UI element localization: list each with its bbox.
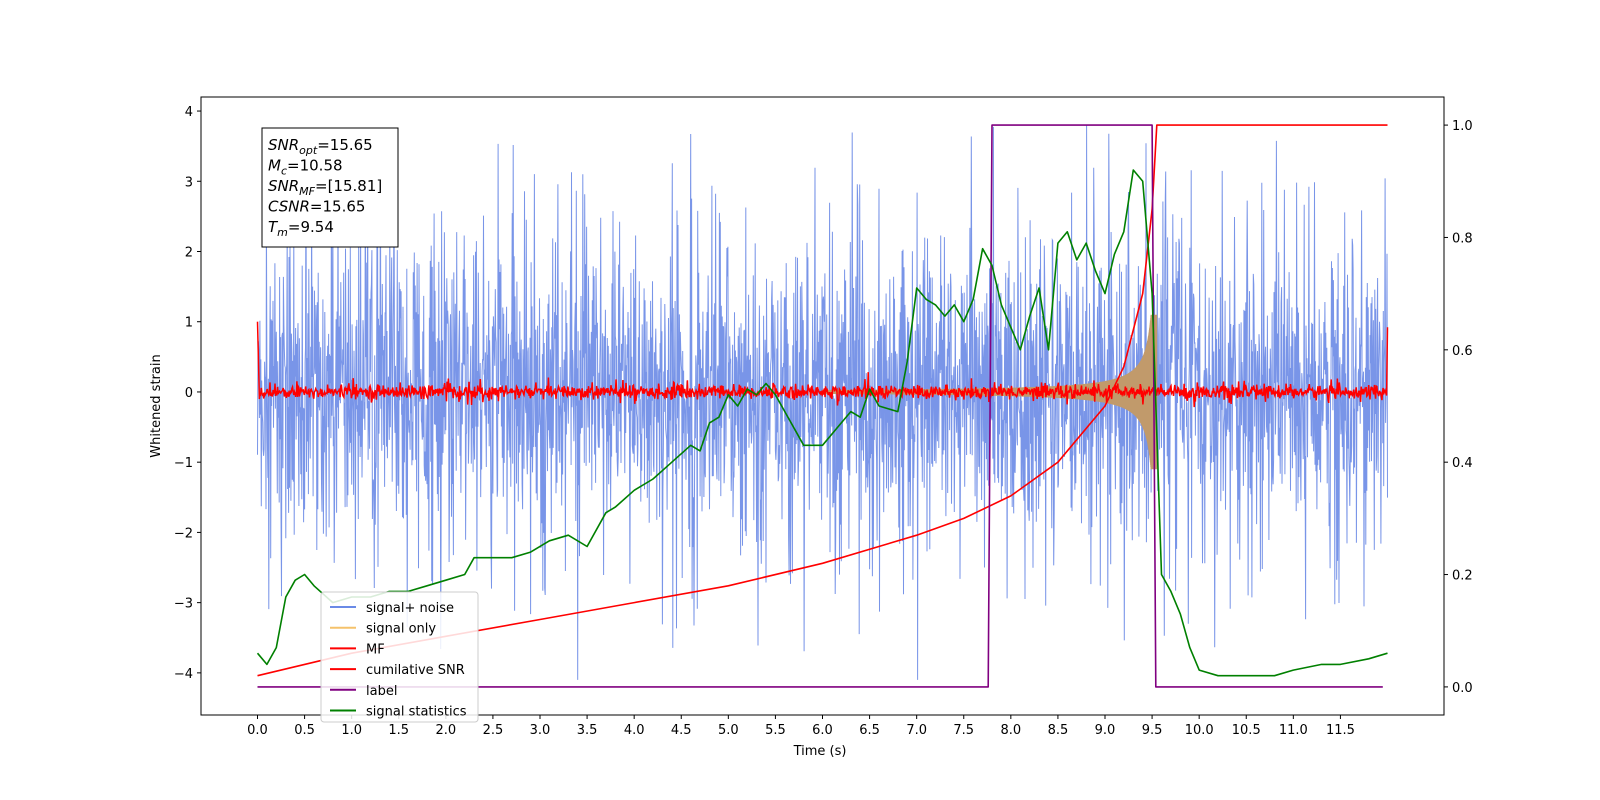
- y-tick-label: 4: [185, 105, 193, 120]
- series-line: [257, 124, 1388, 677]
- x-tick-label: 8.5: [1048, 723, 1069, 738]
- y2-tick-label: 1.0: [1452, 119, 1473, 134]
- y-tick-label: 1: [185, 316, 193, 331]
- y2-tick-label: 0.0: [1452, 681, 1473, 696]
- info-line: SNRMF=[15.81]: [268, 177, 382, 198]
- x-tick-label: 10.0: [1185, 723, 1214, 738]
- y-tick-label: 3: [185, 175, 193, 190]
- x-tick-label: 9.0: [1095, 723, 1116, 738]
- legend-label: signal only: [366, 622, 436, 637]
- y2-tick-label: 0.2: [1452, 569, 1473, 584]
- x-tick-label: 2.5: [483, 723, 504, 738]
- legend-entry: signal only: [330, 622, 436, 637]
- x-tick-label: 4.0: [624, 723, 645, 738]
- x-tick-label: 4.5: [671, 723, 692, 738]
- series-signal-noise: [257, 125, 1388, 680]
- x-tick-label: 5.0: [718, 723, 739, 738]
- info-box-frame: [261, 127, 399, 248]
- series-label: [257, 124, 1383, 688]
- info-line: CSNR=15.65: [268, 198, 365, 216]
- y2-tick-label: 0.6: [1452, 344, 1473, 359]
- x-tick-label: 2.0: [435, 723, 456, 738]
- info-line: SNRopt=15.65: [268, 136, 373, 157]
- info-box: SNRopt=15.65Mc=10.58SNRMF=[15.81]CSNR=15…: [261, 127, 399, 248]
- legend-label: MF: [366, 642, 385, 657]
- y-tick-label: −4: [174, 667, 193, 682]
- series-line: [256, 321, 1389, 408]
- y-axis-label: Whitened strain: [149, 354, 164, 457]
- y-axis-left: 4 3 2 1 0 −1 −2 −3 −4: [174, 105, 201, 682]
- info-line: Tm=9.54: [268, 218, 334, 239]
- x-axis-label: Time (s): [793, 744, 847, 759]
- y-tick-label: 0: [185, 386, 193, 401]
- x-tick-label: 5.5: [765, 723, 786, 738]
- y2-tick-label: 0.4: [1452, 456, 1473, 471]
- x-tick-label: 7.5: [953, 723, 974, 738]
- legend-entry: MF: [330, 642, 385, 657]
- y2-tick-label: 0.8: [1452, 231, 1473, 246]
- series-mf: [256, 321, 1389, 408]
- legend-entry: cumilative SNR: [330, 663, 465, 678]
- y-tick-label: −3: [174, 597, 193, 612]
- series-line: [256, 169, 1388, 677]
- x-tick-label: 0.5: [294, 723, 315, 738]
- legend-entry: signal statistics: [330, 705, 467, 720]
- series-cumilative-snr: [257, 124, 1388, 677]
- series-signal-statistics: [256, 169, 1388, 677]
- legend-label: cumilative SNR: [366, 663, 465, 678]
- plot-area: [256, 124, 1389, 688]
- x-tick-label: 11.5: [1326, 723, 1355, 738]
- x-tick-label: 9.5: [1142, 723, 1163, 738]
- legend-entry: signal+ noise: [330, 601, 454, 616]
- legend-label: signal+ noise: [366, 601, 454, 616]
- x-tick-label: 6.5: [859, 723, 880, 738]
- series-line: [257, 125, 1388, 680]
- x-axis: 0.0 0.5 1.0 1.5 2.0 2.5 3.0 3.5 4.0 4.5 5.0 5.5 6.0 6…: [247, 715, 1355, 738]
- y-tick-label: −2: [174, 526, 193, 541]
- x-tick-label: 8.0: [1000, 723, 1021, 738]
- legend-entry: label: [330, 684, 397, 699]
- legend-label: signal statistics: [366, 705, 467, 720]
- y-axis-right: 1.0 0.8 0.6 0.4 0.2 0.0: [1444, 119, 1473, 696]
- x-tick-label: 3.5: [577, 723, 598, 738]
- series-line: [257, 124, 1383, 688]
- x-tick-label: 11.0: [1279, 723, 1308, 738]
- info-line: Mc=10.58: [268, 157, 343, 178]
- x-tick-label: 3.0: [530, 723, 551, 738]
- x-tick-label: 1.0: [341, 723, 362, 738]
- x-tick-label: 10.5: [1232, 723, 1261, 738]
- legend-label: label: [366, 684, 397, 699]
- x-tick-label: 1.5: [388, 723, 409, 738]
- legend: signal+ noise signal only MF cumilative SNR…: [320, 591, 479, 723]
- y-tick-label: 2: [185, 246, 193, 261]
- y-tick-label: −1: [174, 456, 193, 471]
- x-tick-label: 0.0: [247, 723, 268, 738]
- x-tick-label: 6.0: [812, 723, 833, 738]
- x-tick-label: 7.0: [906, 723, 927, 738]
- legend-frame: [320, 591, 479, 723]
